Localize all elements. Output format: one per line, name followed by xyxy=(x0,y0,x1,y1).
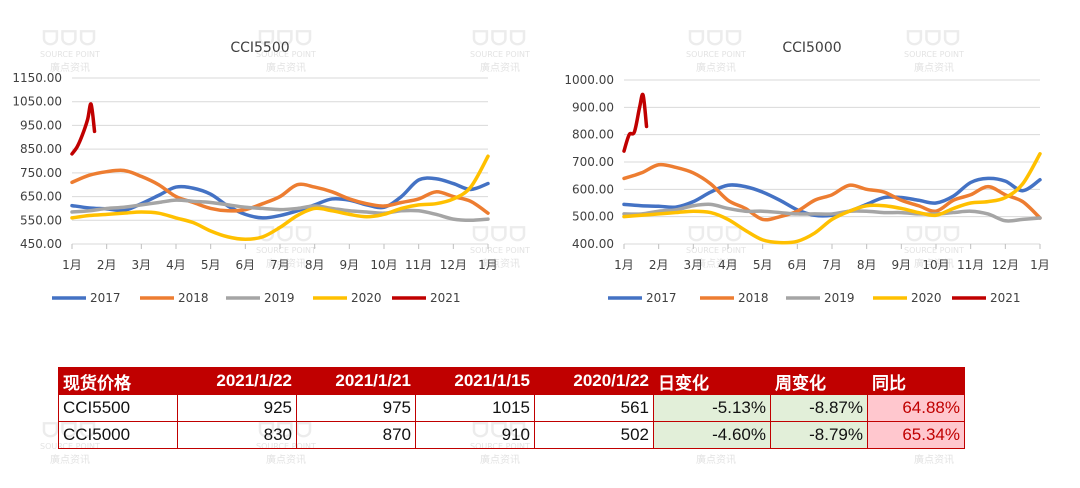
y-tick-label: 500.00 xyxy=(572,210,614,224)
table-row: CCI5000 830 870 910 502 -4.60% -8.79% 65… xyxy=(58,421,965,449)
legend-label: 2019 xyxy=(824,291,855,305)
header-date-4: 2020/1/22 xyxy=(534,367,654,395)
chart-cci5500: CCI5500 1150.00 1050.00 950.00 850.00 750.00 6… xyxy=(0,0,500,320)
header-date-2: 2021/1/21 xyxy=(296,367,416,395)
cell-price: 1015 xyxy=(415,394,535,422)
watermark-cn: 廣点资讯 xyxy=(479,455,520,466)
cell-price: 830 xyxy=(177,421,297,449)
watermark-cn: 廣点资讯 xyxy=(49,455,90,466)
legend-label: 2017 xyxy=(646,291,677,305)
header-date-3: 2021/1/15 xyxy=(415,367,535,395)
x-tick-label: 2月 xyxy=(649,258,669,272)
series-line-2021 xyxy=(70,102,97,156)
chart-title: CCI5500 xyxy=(230,40,289,56)
cell-price: 502 xyxy=(534,421,654,449)
table-row: CCI5500 925 975 1015 561 -5.13% -8.87% 6… xyxy=(58,394,965,422)
x-tick-label: 3月 xyxy=(684,258,704,272)
x-tick-label: 1月 xyxy=(1030,258,1050,272)
header-spot-price: 现货价格 xyxy=(58,367,178,395)
x-tick-label: 9月 xyxy=(340,258,360,272)
x-tick-label: 1月 xyxy=(478,258,498,272)
header-date-1: 2021/1/22 xyxy=(177,367,297,395)
cell-index-name: CCI5500 xyxy=(58,394,178,422)
x-tick-label: 11月 xyxy=(405,258,432,272)
y-tick-label: 800.00 xyxy=(572,128,614,142)
cell-price: 561 xyxy=(534,394,654,422)
y-tick-label: 1150.00 xyxy=(12,71,62,85)
x-tick-label: 10月 xyxy=(370,258,397,272)
legend-label: 2018 xyxy=(178,291,209,305)
x-tick-label: 8月 xyxy=(305,258,325,272)
x-tick-label: 12月 xyxy=(440,258,467,272)
cell-price: 925 xyxy=(177,394,297,422)
chart-svg: CCI5000 1000.00 900.00 800.00 700.00 600.00 50… xyxy=(564,40,1050,305)
y-tick-label: 750.00 xyxy=(20,166,62,180)
y-tick-label: 950.00 xyxy=(20,118,62,132)
x-tick-label: 10月 xyxy=(922,258,949,272)
y-tick-label: 1000.00 xyxy=(564,73,614,87)
y-tick-label: 900.00 xyxy=(572,100,614,114)
header-weekly-change: 周变化 xyxy=(770,367,868,395)
series-line-2018 xyxy=(622,162,1042,222)
chart-svg: CCI5500 1150.00 1050.00 950.00 850.00 750.00 6… xyxy=(12,40,498,305)
y-tick-label: 650.00 xyxy=(20,190,62,204)
legend-label: 2021 xyxy=(430,291,461,305)
cell-daily-change: -4.60% xyxy=(653,421,771,449)
series-line-2020 xyxy=(622,152,1042,245)
header-yoy: 同比 xyxy=(867,367,965,395)
series-line-2018 xyxy=(70,168,490,215)
legend-label: 2020 xyxy=(911,291,942,305)
x-tick-label: 5月 xyxy=(201,258,221,272)
cell-yoy: 64.88% xyxy=(867,394,965,422)
legend-label: 2021 xyxy=(990,291,1021,305)
cell-index-name: CCI5000 xyxy=(58,421,178,449)
chart-title: CCI5000 xyxy=(782,40,841,56)
x-tick-label: 8月 xyxy=(857,258,877,272)
x-tick-label: 11月 xyxy=(957,258,984,272)
table-header-row: 现货价格 2021/1/22 2021/1/21 2021/1/15 2020/… xyxy=(58,367,965,395)
cell-weekly-change: -8.87% xyxy=(770,394,868,422)
y-tick-label: 1050.00 xyxy=(12,95,62,109)
series-line-2020 xyxy=(70,154,490,242)
cell-yoy: 65.34% xyxy=(867,421,965,449)
legend-label: 2017 xyxy=(90,291,121,305)
x-tick-label: 6月 xyxy=(236,258,256,272)
spot-price-table: 现货价格 2021/1/22 2021/1/21 2021/1/15 2020/… xyxy=(58,367,965,449)
watermark-cn: 廣点资讯 xyxy=(695,455,736,466)
chart-cci5000: CCI5000 1000.00 900.00 800.00 700.00 600.00 50… xyxy=(560,0,1080,320)
series-line-2019 xyxy=(70,198,490,223)
y-tick-label: 600.00 xyxy=(572,182,614,196)
x-tick-label: 12月 xyxy=(992,258,1019,272)
y-tick-label: 700.00 xyxy=(572,155,614,169)
cell-price: 910 xyxy=(415,421,535,449)
series-line-2019 xyxy=(622,202,1042,223)
x-tick-label: 3月 xyxy=(132,258,152,272)
x-tick-label: 4月 xyxy=(718,258,738,272)
x-tick-label: 4月 xyxy=(166,258,186,272)
legend-label: 2018 xyxy=(738,291,769,305)
x-tick-label: 1月 xyxy=(614,258,634,272)
cell-daily-change: -5.13% xyxy=(653,394,771,422)
series-line-2021 xyxy=(622,92,649,153)
header-daily-change: 日变化 xyxy=(653,367,771,395)
cell-weekly-change: -8.79% xyxy=(770,421,868,449)
x-tick-label: 9月 xyxy=(892,258,912,272)
y-tick-label: 450.00 xyxy=(20,237,62,251)
cell-price: 870 xyxy=(296,421,416,449)
y-tick-label: 550.00 xyxy=(20,213,62,227)
x-tick-label: 5月 xyxy=(753,258,773,272)
cell-price: 975 xyxy=(296,394,416,422)
y-tick-label: 400.00 xyxy=(572,237,614,251)
x-tick-label: 7月 xyxy=(270,258,290,272)
legend-label: 2020 xyxy=(351,291,382,305)
watermark-cn: 廣点资讯 xyxy=(913,455,954,466)
x-tick-label: 6月 xyxy=(788,258,808,272)
x-tick-label: 1月 xyxy=(62,258,82,272)
legend-label: 2019 xyxy=(264,291,295,305)
watermark-cn: 廣点资讯 xyxy=(265,455,306,466)
x-tick-label: 2月 xyxy=(97,258,117,272)
x-tick-label: 7月 xyxy=(822,258,842,272)
y-tick-label: 850.00 xyxy=(20,142,62,156)
